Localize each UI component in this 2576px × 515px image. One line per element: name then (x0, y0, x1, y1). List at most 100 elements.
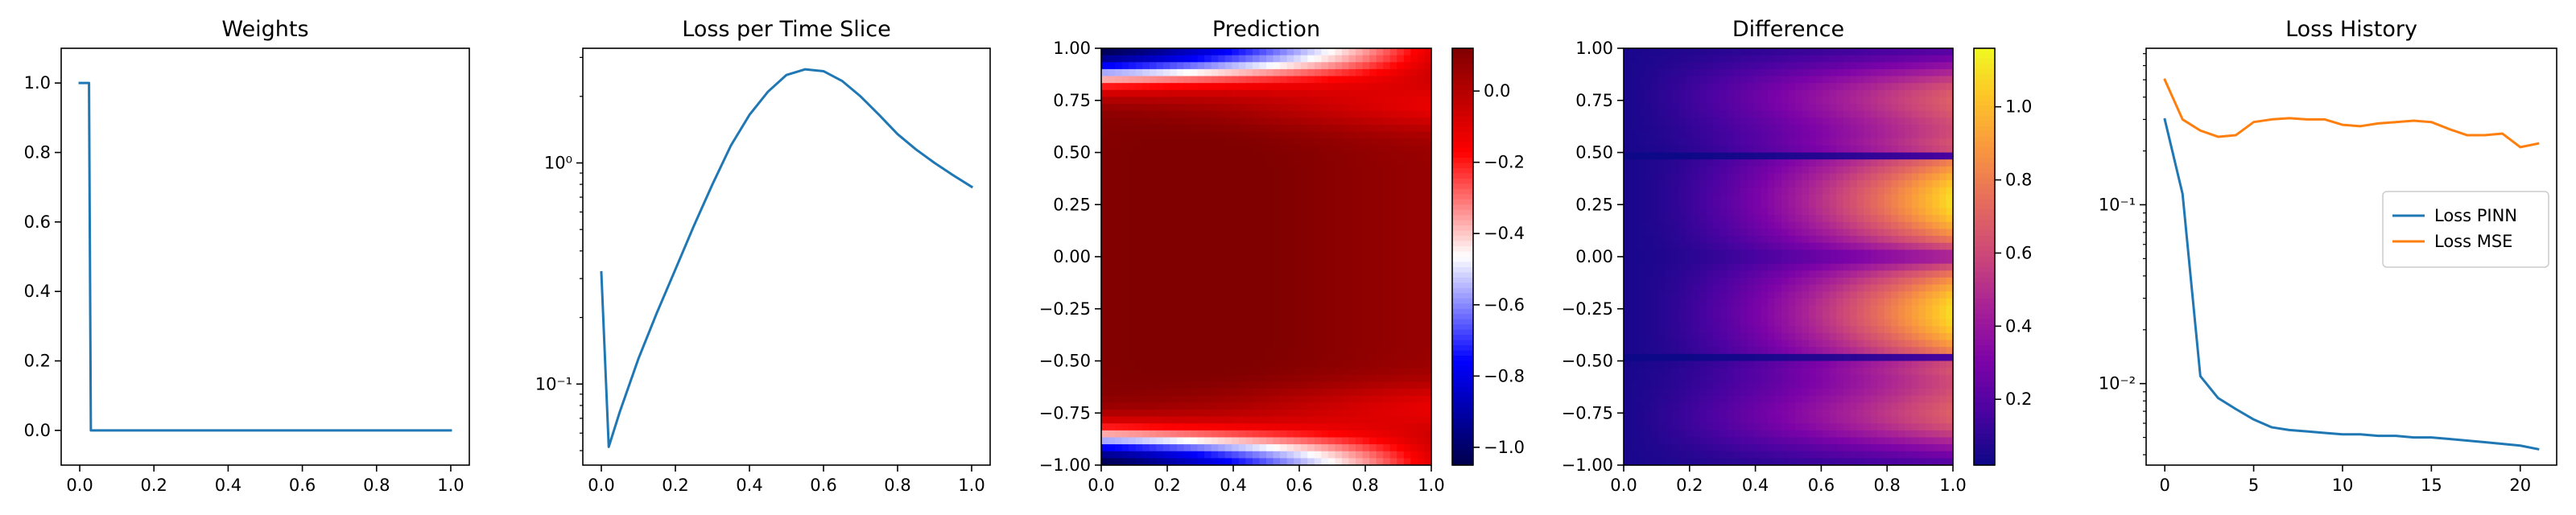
panel-2-heatmap-cell (1356, 124, 1364, 133)
panel-3-heatmap-cell (1747, 381, 1755, 389)
panel-2-colorbar-segment (1452, 314, 1473, 320)
panel-2-heatmap-cell (1191, 291, 1199, 299)
panel-3-heatmap-cell (1733, 62, 1741, 70)
panel-3-heatmap-cell (1671, 89, 1679, 98)
panel-2-heatmap-cell (1362, 249, 1370, 258)
panel-2-heatmap-cell (1424, 89, 1432, 98)
panel-2-heatmap-cell (1341, 305, 1350, 313)
panel-2-heatmap-cell (1149, 117, 1157, 126)
panel-2-heatmap-cell (1218, 180, 1226, 188)
panel-2-heatmap-cell (1211, 402, 1219, 410)
panel-2-heatmap-cell (1321, 409, 1329, 418)
panel-2-heatmap-cell (1369, 83, 1377, 91)
panel-3-heatmap-cell (1726, 215, 1734, 223)
panel-3-heatmap-cell (1726, 263, 1734, 271)
panel-2-heatmap-cell (1335, 221, 1343, 230)
panel-3-heatmap-cell (1767, 270, 1776, 278)
panel-2-heatmap-cell (1286, 360, 1294, 369)
panel-3-heatmap-cell (1767, 208, 1776, 216)
panel-2-heatmap-cell (1197, 68, 1205, 77)
panel-2-heatmap-cell (1204, 173, 1212, 181)
panel-2-heatmap-cell (1424, 131, 1432, 139)
panel-2-heatmap-cell (1204, 180, 1212, 188)
panel-3-heatmap-cell (1685, 451, 1693, 459)
panel-2-heatmap-cell (1224, 416, 1232, 424)
panel-2-heatmap-cell (1362, 444, 1370, 452)
panel-2-heatmap-cell (1356, 194, 1364, 202)
panel-2-heatmap-cell (1389, 83, 1397, 91)
panel-2-heatmap-cell (1121, 402, 1129, 410)
panel-3-heatmap-cell (1637, 458, 1645, 466)
panel-2-heatmap-cell (1224, 76, 1232, 84)
panel-2-heatmap-cell (1266, 389, 1274, 397)
panel-2-heatmap-cell (1294, 180, 1302, 188)
panel-3-heatmap-cell (1815, 180, 1823, 188)
panel-2-heatmap-cell (1410, 430, 1418, 439)
panel-3-heatmap-cell (1823, 284, 1831, 292)
panel-3-heatmap-cell (1699, 291, 1707, 299)
panel-2-heatmap-cell (1101, 389, 1109, 397)
panel-2-heatmap-cell (1286, 131, 1294, 139)
panel-2-heatmap-cell (1238, 312, 1246, 320)
panel-2-heatmap-cell (1286, 423, 1294, 431)
panel-2-heatmap-cell (1294, 104, 1302, 112)
panel-2-heatmap-cell (1294, 257, 1302, 265)
panel-2-heatmap-cell (1191, 284, 1199, 292)
panel-2-heatmap-cell (1149, 347, 1157, 355)
panel-2-heatmap-cell (1300, 353, 1308, 362)
panel-2-colorbar-segment (1452, 459, 1473, 466)
panel-2-heatmap-cell (1266, 200, 1274, 209)
panel-2-heatmap-cell (1327, 62, 1336, 70)
panel-3-heatmap-cell (1712, 284, 1720, 292)
panel-2-heatmap-cell (1266, 298, 1274, 307)
panel-3-heatmap-cell (1843, 110, 1851, 118)
panel-2-heatmap-cell (1397, 347, 1405, 355)
panel-3-heatmap-cell (1829, 360, 1837, 369)
panel-2-heatmap-cell (1101, 97, 1109, 105)
panel-2-heatmap-cell (1115, 284, 1123, 292)
panel-2-colorbar-segment (1452, 95, 1473, 101)
panel-3-heatmap-cell (1747, 124, 1755, 133)
panel-2-heatmap-cell (1259, 368, 1267, 376)
panel-2-heatmap-cell (1376, 402, 1384, 410)
panel-2-heatmap-cell (1232, 430, 1240, 439)
panel-2-heatmap-cell (1280, 159, 1288, 167)
panel-2-heatmap-cell (1204, 89, 1212, 98)
panel-2-heatmap-cell (1348, 374, 1356, 382)
panel-2-heatmap-cell (1218, 458, 1226, 466)
panel-2-heatmap-cell (1335, 89, 1343, 98)
panel-2-heatmap-cell (1149, 284, 1157, 292)
panel-3-heatmap-cell (1685, 110, 1693, 118)
panel-2-heatmap-cell (1183, 437, 1191, 445)
panel-2-heatmap-cell (1348, 423, 1356, 431)
panel-2-heatmap-cell (1204, 332, 1212, 341)
panel-2-heatmap-cell (1300, 221, 1308, 230)
panel-2-heatmap-cell (1273, 236, 1281, 244)
panel-3-heatmap-cell (1624, 270, 1632, 278)
panel-2-heatmap-cell (1417, 221, 1426, 230)
panel-2-heatmap-cell (1280, 194, 1288, 202)
panel-3-heatmap-cell (1665, 263, 1673, 271)
panel-3-heatmap-cell (1781, 97, 1790, 105)
panel-3-heatmap-cell (1726, 229, 1734, 237)
panel-3-heatmap-cell (1774, 360, 1782, 369)
panel-2-heatmap-cell (1204, 277, 1212, 286)
panel-2-heatmap-cell (1149, 48, 1157, 56)
panel-2-heatmap-cell (1341, 89, 1350, 98)
panel-3-heatmap-cell (1644, 145, 1652, 154)
panel-2-heatmap-cell (1129, 104, 1137, 112)
panel-2-heatmap-cell (1252, 458, 1261, 466)
panel-2-heatmap-cell (1383, 68, 1391, 77)
panel-2-heatmap-cell (1410, 83, 1418, 91)
panel-2-heatmap-cell (1383, 291, 1391, 299)
panel-2-heatmap-cell (1389, 249, 1397, 258)
panel-2-heatmap-cell (1314, 229, 1322, 237)
panel-2-heatmap-cell (1389, 131, 1397, 139)
panel-3-heatmap-cell (1665, 215, 1673, 223)
panel-3-heatmap-cell (1747, 229, 1755, 237)
panel-3-heatmap-cell (1740, 291, 1748, 299)
panel-2-heatmap-cell (1300, 173, 1308, 181)
panel-3-heatmap-cell (1823, 291, 1831, 299)
panel-2-heatmap-cell (1417, 62, 1426, 70)
panel-2-heatmap-cell (1348, 194, 1356, 202)
